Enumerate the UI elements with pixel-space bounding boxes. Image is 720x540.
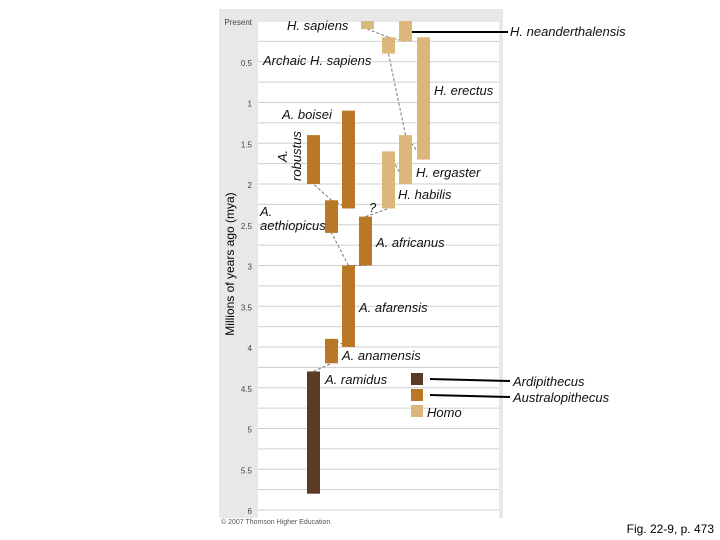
y-tick-label: 3: [248, 263, 253, 272]
copyright: © 2007 Thomson Higher Education: [221, 519, 331, 526]
ancestry-link: [365, 207, 389, 218]
ancestry-link: [388, 53, 406, 136]
taxon-bar-archaic-h-sapiens: [382, 37, 395, 54]
ancestry-link: [331, 232, 349, 266]
y-tick-label: 4: [248, 344, 253, 353]
taxon-bar-h-erectus: [417, 37, 430, 160]
taxon-bar-a-boisei: [342, 110, 355, 209]
legend-pointer: [429, 378, 511, 382]
y-tick-label: 1.5: [241, 140, 253, 149]
taxon-bar-a-robustus: [307, 135, 320, 184]
y-tick-label: 4.5: [241, 385, 253, 394]
legend-swatch-ardipithecus: [411, 373, 423, 385]
figure-caption: Fig. 22-9, p. 473: [626, 522, 714, 536]
label-a-afarensis: A. afarensis: [359, 300, 428, 315]
taxon-bar-h-neanderthalensis: [399, 21, 412, 42]
legend-pointer: [429, 394, 511, 398]
label-h-habilis: H. habilis: [398, 187, 452, 202]
y-tick-label: 5: [248, 426, 253, 435]
y-tick-label: 6: [248, 507, 253, 516]
legend-label-australopithecus: Australopithecus: [513, 390, 610, 405]
label-h-ergaster: H. ergaster: [416, 165, 481, 180]
taxon-bar-a-aethiopicus: [325, 200, 338, 233]
legend-swatch-homo: [411, 405, 423, 417]
taxon-bar-a-africanus: [359, 216, 372, 266]
label-a-boisei: A. boisei: [282, 107, 332, 122]
label-a-robustus: A. robustus: [275, 131, 304, 181]
y-tick-label: Present: [224, 18, 252, 27]
label-h-neanderthalensis: H. neanderthalensis: [510, 24, 626, 39]
y-tick-label: 1: [248, 100, 253, 109]
y-tick-label: 5.5: [241, 466, 253, 475]
taxon-bar-h-habilis: [382, 151, 395, 209]
y-tick-label: 3.5: [241, 303, 253, 312]
label-h-sapiens: H. sapiens: [287, 18, 349, 33]
taxon-bar-a-anamensis: [325, 338, 338, 364]
y-tick-label: 2.5: [241, 222, 253, 231]
taxon-bar-a-ramidus: [307, 371, 320, 494]
legend-swatch-australopithecus: [411, 389, 423, 401]
ancestry-link: [313, 362, 332, 372]
taxon-bar-h-sapiens: [361, 21, 374, 30]
label-a-aethiopicus: A. aethiopicus: [260, 204, 326, 233]
question-mark: ?: [369, 200, 377, 215]
y-tick-label: 0.5: [241, 59, 253, 68]
label-archaic-h-sapiens: Archaic H. sapiens: [263, 53, 372, 68]
taxon-bar-h-ergaster: [399, 135, 412, 184]
y-tick-label: 2: [248, 181, 253, 190]
label-h-erectus: H. erectus: [434, 83, 494, 98]
label-a-africanus: A. africanus: [376, 235, 445, 250]
label-a-ramidus: A. ramidus: [325, 372, 388, 387]
legend-label-ardipithecus: Ardipithecus: [513, 374, 585, 389]
ancestry-link: [313, 183, 332, 201]
legend-label-homo: Homo: [427, 405, 462, 420]
ancestry-link: [367, 28, 389, 38]
label-a-anamensis: A. anamensis: [342, 348, 421, 363]
taxon-bar-a-afarensis: [342, 265, 355, 347]
